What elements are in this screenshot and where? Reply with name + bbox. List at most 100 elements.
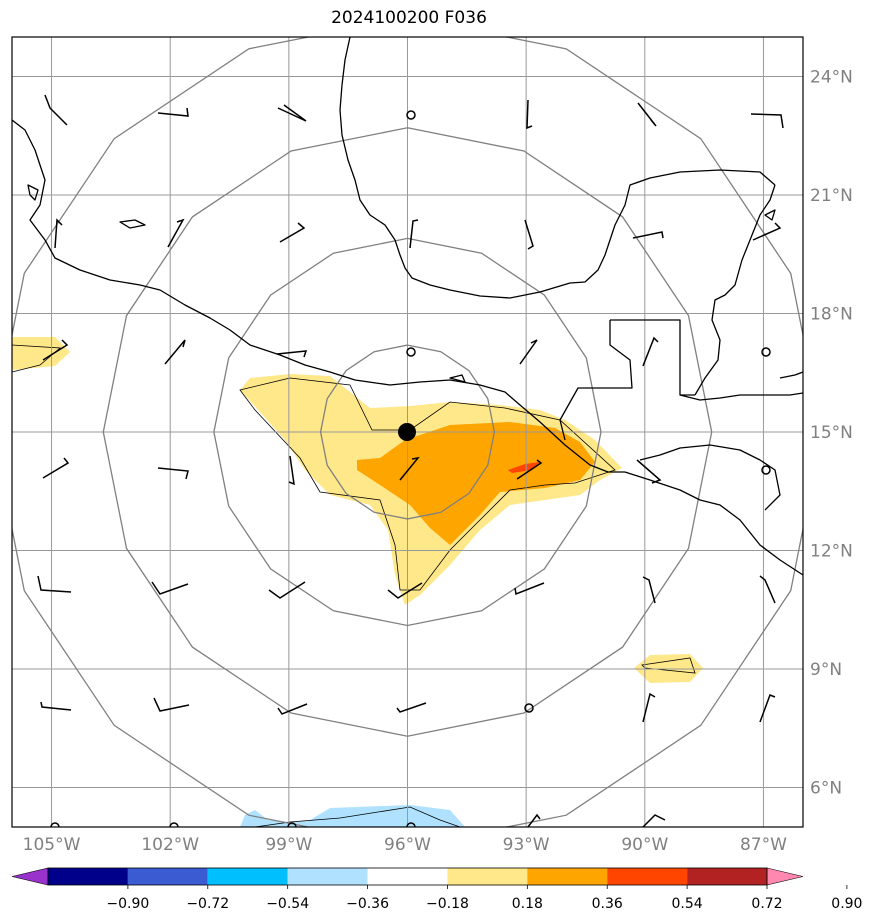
wind-barb [516, 459, 543, 480]
wind-barb [151, 581, 189, 595]
colorbar-tick-label: 0.54 [672, 896, 703, 912]
latitude-tick-label: 18°N [810, 305, 853, 325]
honduras-border [639, 444, 781, 511]
wind-barb [288, 455, 295, 486]
calm-circle [406, 822, 416, 827]
wind-barb [396, 702, 427, 713]
wind-barb [524, 219, 534, 250]
colorbar-bin [287, 868, 368, 885]
colorbar-tick-label: 0.18 [512, 896, 543, 912]
contour-line-east [641, 657, 696, 674]
calm-circle [761, 347, 771, 357]
wind-barb [526, 99, 533, 130]
wind-barb [632, 231, 664, 239]
colorbar-tick-label: −0.90 [106, 896, 149, 912]
colorbar-bin [207, 868, 288, 885]
calm-circle [50, 822, 60, 827]
storm-center-marker [398, 423, 416, 441]
wind-barb [42, 457, 70, 479]
wind-barb [642, 692, 656, 723]
colorbar-bin [607, 868, 688, 885]
colorbar-extend-max [766, 867, 804, 886]
wind-barb [752, 222, 782, 241]
latitude-tick-label: 6°N [810, 779, 842, 799]
graticule [12, 37, 803, 827]
colorbar-bin [127, 868, 208, 885]
calm-circle [406, 110, 416, 120]
wind-barb [642, 814, 666, 827]
guatemala-mexico-border [559, 320, 633, 441]
wind-barb [642, 576, 656, 604]
colorbar-bin [687, 868, 767, 885]
map-area [12, 37, 803, 827]
wind-barb [399, 456, 420, 481]
colorbar-tick-label: 0.72 [751, 896, 782, 912]
colorbar-tick-label: −0.72 [186, 896, 229, 912]
longitude-tick-label: 105°W [23, 835, 81, 855]
latitude-tick-label: 24°N [810, 68, 853, 88]
range-ring [12, 37, 803, 827]
wind-barb [277, 703, 308, 715]
latitude-tick-label: 12°N [810, 542, 853, 562]
wind-barb [164, 339, 186, 365]
colorbar-tick-label: 0.36 [592, 896, 623, 912]
range-ring [102, 127, 713, 737]
longitude-tick-label: 87°W [740, 835, 787, 855]
latitude-tick-label: 9°N [810, 660, 842, 680]
longitude-tick-label: 99°W [265, 835, 312, 855]
colorbar-tick-label: 0.90 [831, 896, 862, 912]
island-3 [449, 374, 466, 383]
calm-circle [524, 703, 534, 713]
wind-barb [519, 339, 538, 365]
colorbar-bin [447, 868, 528, 885]
wind-barb [642, 336, 659, 367]
colorbar-extend-min [11, 867, 49, 886]
wind-barb [37, 575, 72, 593]
wind-barb [54, 218, 63, 249]
wind-barb [527, 813, 541, 827]
colorbar-tick-label: −0.54 [266, 896, 309, 912]
central-america-pacific [624, 471, 803, 576]
colorbar-bin [527, 868, 608, 885]
latitude-tick-label: 21°N [810, 186, 853, 206]
wind-barb [750, 113, 784, 129]
latitude-tick-label: 15°N [810, 423, 853, 443]
wind-barb [409, 219, 419, 249]
wind-barb [279, 222, 306, 243]
colorbar-frame [47, 867, 768, 886]
wind-barb [759, 694, 776, 723]
calm-markers [50, 110, 771, 827]
belize-guatemala-border [610, 319, 695, 396]
range-ring [213, 237, 602, 627]
longitude-tick-label: 93°W [503, 835, 550, 855]
colorbar-bin [48, 868, 128, 885]
longitude-labels: 105°W 102°W 99°W 96°W 93°W 90°W 87°W [23, 835, 787, 855]
longitude-tick-label: 102°W [141, 835, 199, 855]
range-ring [319, 344, 496, 520]
baja-fragment [27, 184, 39, 201]
wind-barb [277, 104, 307, 122]
wind-barb [514, 582, 545, 596]
contour-fill-yellow-west [12, 337, 70, 370]
cuba-fragment [779, 371, 803, 379]
colorbar-tick-label: −0.36 [346, 896, 389, 912]
chart-title: 2024100200 F036 [331, 8, 487, 28]
pacific-coast [12, 119, 625, 473]
longitude-tick-label: 90°W [621, 835, 668, 855]
colorbar: −0.90 −0.72 −0.54 −0.36 −0.18 0.18 0.36 0.54 0.7… [11, 867, 862, 912]
calm-circle [761, 465, 771, 475]
honduras-coast [679, 392, 803, 401]
latitude-labels: 6°N 9°N 12°N 15°N 18°N 21°N 24°N [810, 68, 853, 799]
coastlines [12, 37, 803, 576]
range-rings [12, 37, 803, 827]
calm-circle [287, 822, 297, 827]
wind-barb [40, 701, 72, 711]
wind-barb [387, 582, 423, 599]
wind-barb [636, 459, 662, 484]
wind-barb [167, 218, 185, 248]
wind-barb [157, 107, 189, 117]
gulf-coast-mexico [339, 37, 776, 299]
yucatan-east [694, 184, 776, 396]
island-2 [764, 209, 776, 221]
